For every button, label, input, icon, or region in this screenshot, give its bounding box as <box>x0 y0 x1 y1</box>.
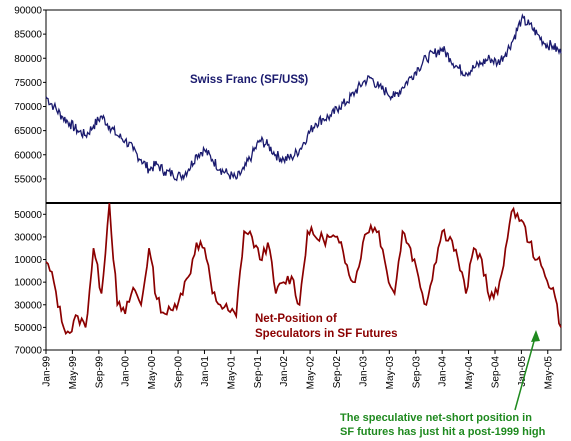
x-tick-label: May-00 <box>147 356 158 390</box>
top-y-tick-label: 60000 <box>14 150 42 161</box>
bottom-y-tick-label: 10000 <box>14 255 42 266</box>
annotation-note-line2: SF futures has just hit a post-1999 high <box>340 426 546 438</box>
x-tick-label: Jan-04 <box>438 356 449 387</box>
bottom-y-tick-label: 10000 <box>14 278 42 289</box>
top-y-tick-label: 90000 <box>14 6 42 17</box>
top-y-tick-label: 55000 <box>14 174 42 185</box>
annotation-arrow <box>514 330 540 411</box>
top-y-tick-label: 70000 <box>14 102 42 113</box>
x-tick-label: Jan-00 <box>121 356 132 387</box>
bottom-y-tick-label: 50000 <box>14 210 42 221</box>
swiss-franc-series-line <box>45 13 562 182</box>
x-tick-label: Sep-02 <box>332 356 343 389</box>
top-series-label: Swiss Franc (SF/US$) <box>190 74 308 86</box>
x-tick-label: May-99 <box>68 356 79 390</box>
x-tick-label: Jan-02 <box>279 356 290 387</box>
top-y-tick-label: 85000 <box>14 30 42 41</box>
x-tick-label: Jan-03 <box>358 356 369 387</box>
x-tick-label: Sep-03 <box>411 356 422 389</box>
x-tick-label: May-05 <box>543 356 554 390</box>
bottom-y-tick-label: 70000 <box>14 346 42 357</box>
x-axis-ticks: Jan-99 May-99 Sep-99 Jan-00 May-00 Sep-00 Jan-… <box>42 350 554 390</box>
x-tick-label: Jan-99 <box>42 356 53 387</box>
x-tick-label: Sep-99 <box>94 356 105 389</box>
bottom-y-axis-ticks: 70000 50000 30000 10000 10000 30000 50000 <box>14 210 46 357</box>
bottom-y-tick-label: 50000 <box>14 323 42 334</box>
bottom-y-tick-label: 30000 <box>14 300 42 311</box>
bottom-y-tick-label: 30000 <box>14 232 42 243</box>
bottom-series-label-line2: Speculators in SF Futures <box>255 328 398 340</box>
x-tick-label: Sep-01 <box>253 356 264 389</box>
x-tick-label: Sep-00 <box>174 356 185 389</box>
x-tick-label: May-02 <box>306 356 317 390</box>
x-tick-label: Sep-04 <box>491 356 502 389</box>
top-y-tick-label: 75000 <box>14 78 42 89</box>
x-tick-label: May-04 <box>464 356 475 390</box>
top-y-axis-ticks: 55000 60000 65000 70000 75000 80000 85000 90000 <box>14 6 46 185</box>
x-tick-label: May-03 <box>385 356 396 390</box>
bottom-series-label-line1: Net-Position of <box>255 313 337 325</box>
top-y-tick-label: 80000 <box>14 54 42 65</box>
top-y-tick-label: 65000 <box>14 126 42 137</box>
x-tick-label: May-01 <box>226 356 237 390</box>
x-tick-label: Jan-05 <box>517 356 528 387</box>
annotation-note-line1: The speculative net-short position in <box>340 412 532 424</box>
net-position-series-line <box>45 202 562 336</box>
x-tick-label: Jan-01 <box>200 356 211 387</box>
